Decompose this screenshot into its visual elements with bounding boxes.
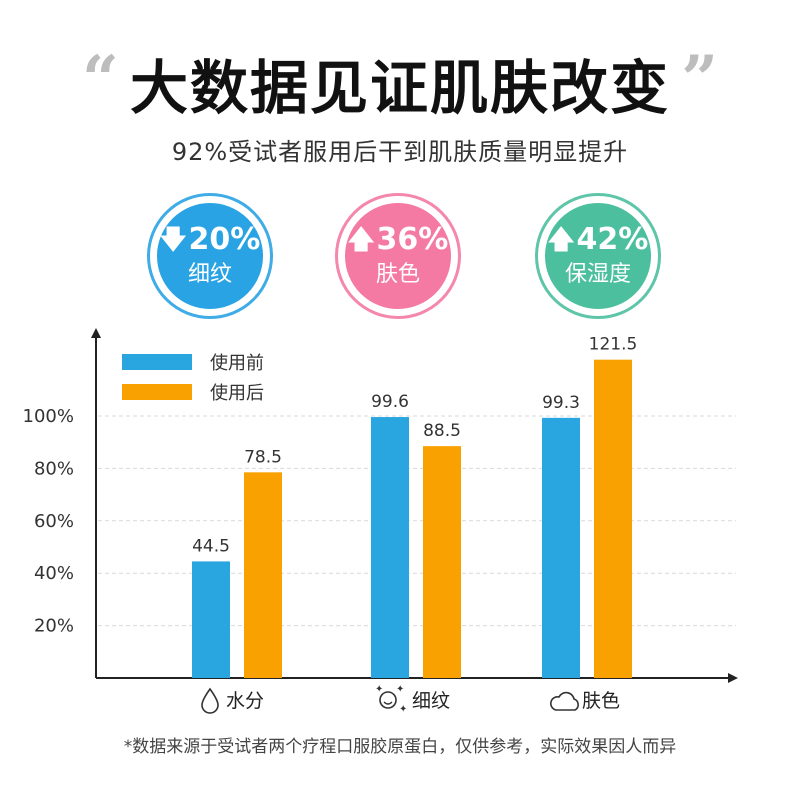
- sparkle-face-icon: [379, 691, 397, 709]
- legend-swatch-before: [122, 354, 192, 370]
- bar-value-label: 44.5: [192, 536, 230, 556]
- axes: [91, 328, 738, 683]
- cloud-icon: [550, 691, 579, 711]
- sparkle-icon: ✦: [396, 684, 404, 695]
- y-tick-label: 20%: [34, 616, 74, 637]
- bar-before: [371, 417, 409, 678]
- category-water: 水分: [201, 687, 264, 714]
- bar-before: [192, 561, 230, 678]
- page-subtitle: 92%受试者服用后干到肌肤质量明显提升: [171, 138, 629, 166]
- y-tick-label: 60%: [34, 511, 74, 532]
- bar-value-label: 88.5: [423, 421, 461, 441]
- legend: 使用前 使用后: [122, 353, 264, 404]
- face-mouth-icon: [383, 701, 393, 705]
- legend-label-after: 使用后: [210, 383, 264, 404]
- page-title: 大数据见证肌肤改变: [129, 54, 670, 122]
- category-label: 细纹: [412, 690, 450, 712]
- badge-skin-tone: 🡅 36% 肤色: [335, 193, 461, 319]
- bar-value-label: 121.5: [589, 335, 638, 355]
- bar-chart: 20% 40% 60% 80% 100% 44.5 78.5 99.6 88.5 99.3 121…: [23, 328, 738, 715]
- legend-label-before: 使用前: [210, 353, 264, 374]
- y-axis-arrow-icon: [91, 328, 101, 338]
- y-tick-labels: 20% 40% 60% 80% 100%: [23, 406, 74, 637]
- category-wrinkles: ✦ ✦ ✦ 细纹: [375, 684, 450, 715]
- bar-after: [244, 472, 282, 678]
- y-tick-label: 80%: [34, 458, 74, 479]
- bar-value-label: 99.3: [542, 393, 580, 413]
- sparkle-icon: ✦: [375, 684, 383, 695]
- legend-swatch-after: [122, 384, 192, 400]
- open-quote-mark: “: [82, 42, 119, 117]
- badge-wrinkles: 🡇 20% 细纹: [147, 193, 273, 319]
- category-label: 肤色: [582, 690, 620, 712]
- badge-moisture: 🡅 42% 保湿度: [535, 193, 661, 319]
- category-labels: 水分 ✦ ✦ ✦ 细纹 肤色: [201, 684, 620, 715]
- bar-value-label: 99.6: [371, 392, 409, 412]
- close-quote-mark: ”: [681, 42, 718, 117]
- water-drop-icon: [201, 687, 219, 714]
- badge-ring: [335, 193, 461, 319]
- sparkle-icon: ✦: [399, 704, 407, 715]
- y-tick-label: 40%: [34, 563, 74, 584]
- bar-after: [423, 446, 461, 678]
- badge-ring: [535, 193, 661, 319]
- bar-before: [542, 417, 580, 678]
- x-axis-arrow-icon: [728, 673, 738, 683]
- badge-ring: [147, 193, 273, 319]
- bar-value-label: 78.5: [244, 447, 282, 467]
- y-tick-label: 100%: [23, 406, 74, 427]
- footnote: *数据来源于受试者两个疗程口服胶原蛋白，仅供参考，实际效果因人而异: [123, 737, 677, 757]
- bars: 44.5 78.5 99.6 88.5 99.3 121.5: [192, 335, 637, 678]
- category-skin-tone: 肤色: [550, 690, 620, 712]
- category-label: 水分: [226, 690, 264, 712]
- bar-after: [594, 359, 632, 678]
